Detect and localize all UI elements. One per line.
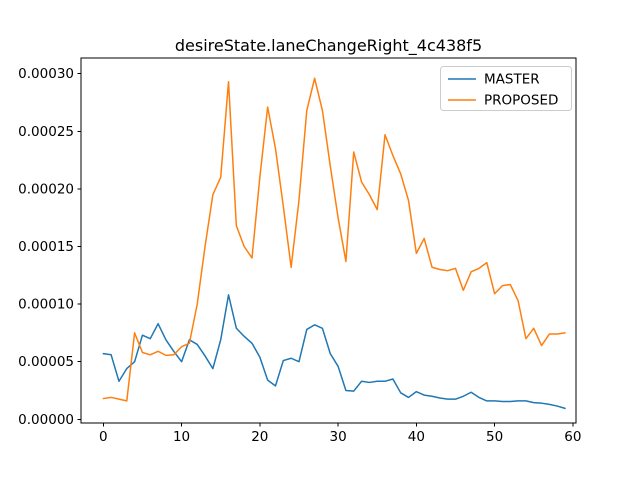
legend-label-proposed: PROPOSED bbox=[484, 93, 558, 109]
x-tick-label: 20 bbox=[251, 429, 268, 445]
plot-border bbox=[80, 57, 577, 424]
plot-area bbox=[102, 77, 566, 410]
y-tick-label: 0.00010 bbox=[18, 297, 74, 313]
y-tick-label: 0.00000 bbox=[18, 412, 74, 428]
y-tick-label: 0.00015 bbox=[18, 239, 74, 255]
x-tick-label: 10 bbox=[173, 429, 190, 445]
y-tick-label: 0.00030 bbox=[18, 66, 74, 82]
proposed-line bbox=[102, 77, 566, 402]
axis-ticks: 0 10 20 30 40 50 60 0.00000 0.00005 0.00010 0.0001… bbox=[18, 66, 581, 445]
legend-label-master: MASTER bbox=[484, 72, 540, 88]
legend: MASTER PROPOSED bbox=[440, 66, 572, 111]
x-tick-label: 50 bbox=[486, 429, 503, 445]
y-tick-label: 0.00020 bbox=[18, 181, 74, 197]
x-tick-label: 40 bbox=[408, 429, 425, 445]
master-line bbox=[102, 294, 566, 410]
x-tick-label: 60 bbox=[564, 429, 581, 445]
x-tick-label: 0 bbox=[99, 429, 108, 445]
y-tick-label: 0.00005 bbox=[18, 354, 74, 370]
chart-title: desireState.laneChangeRight_4c438f5 bbox=[175, 36, 482, 56]
y-tick-label: 0.00025 bbox=[18, 124, 74, 140]
x-tick-label: 30 bbox=[329, 429, 346, 445]
